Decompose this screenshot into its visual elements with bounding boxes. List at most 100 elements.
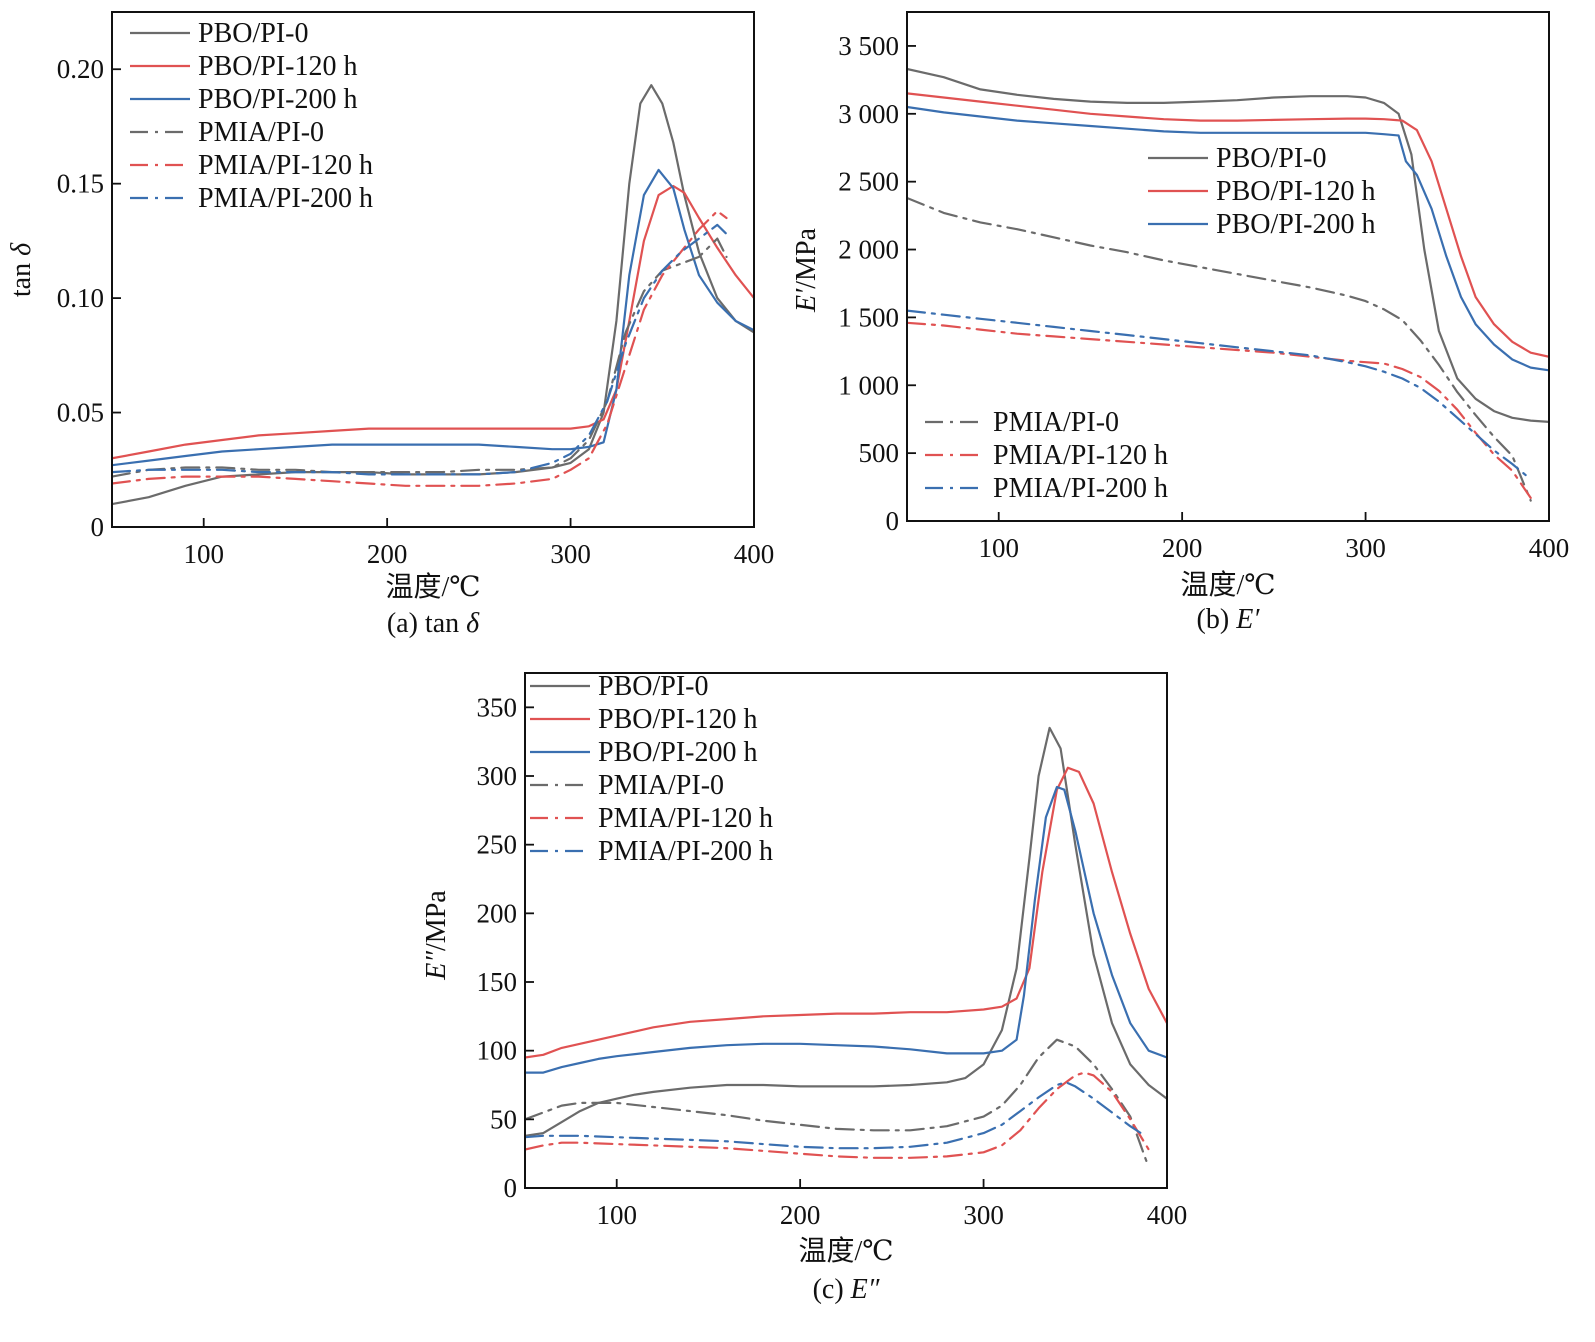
x-tick-label: 400 [1529,533,1570,563]
x-tick-label: 200 [1162,533,1203,563]
series-line-pmia-pi-120-h [525,1071,1150,1159]
chart-b: 100 200 300 400 0 500 1 000 1 500 2 000 2 500 3 00… [791,11,1570,635]
legend-label: PBO/PI-0 [598,671,708,702]
series-line-pmia-pi-120-h [907,321,1532,499]
y-tick-label: 0.15 [57,169,104,199]
caption-symbol: E′ [1235,604,1260,635]
legend-label: PBO/PI-0 [1216,143,1326,174]
series-line-pbo-pi-120-h [525,766,1167,1059]
x-tick-label: 100 [978,533,1019,563]
series-group [112,84,754,506]
y-tick-label: 50 [490,1104,517,1134]
y-tick-label: 350 [477,692,518,722]
x-tick-label: 400 [1147,1200,1188,1230]
series-line-pmia-pi-120-h [112,210,728,487]
legend-label: PBO/PI-200 h [1216,209,1375,240]
y-tick-label: 0.05 [57,398,104,428]
series-line-pmia-pi-0 [907,196,1532,502]
legend-label: PMIA/PI-200 h [598,836,773,867]
legend-label: PBO/PI-120 h [1216,176,1375,207]
series-line-pmia-pi-0 [112,237,728,478]
y-axis-label-symbol: E′ [791,288,822,313]
legend-label: PMIA/PI-0 [198,117,324,148]
series-line-pmia-pi-200-h [907,309,1529,478]
x-tick-label: 300 [550,539,591,569]
x-tick-label: 200 [367,539,408,569]
y-axis-label-suffix: /MPa [791,227,822,288]
series-line-pbo-pi-120-h [907,92,1549,358]
x-axis-label: 温度/℃ [385,571,480,603]
caption-symbol: δ [466,608,480,639]
y-axis-label: tan δ [6,242,37,297]
caption-symbol: E″ [850,1274,880,1305]
chart-caption: (c) E″ [813,1274,880,1305]
legend-label: PMIA/PI-120 h [993,440,1168,471]
series-line-pmia-pi-200-h [112,223,728,476]
series-line-pbo-pi-120-h [112,184,754,460]
y-tick-label: 2 500 [838,167,899,197]
y-axis-label: E″/MPa [421,890,452,981]
y-tick-label: 3 000 [838,99,899,129]
y-tick-label: 2 000 [838,235,899,265]
y-tick-label: 1 000 [838,370,899,400]
caption-prefix: (b) [1197,604,1237,635]
x-tick-label: 100 [183,539,224,569]
y-tick-label: 3 500 [838,31,899,61]
x-tick-label: 300 [1345,533,1386,563]
y-tick-label: 0.10 [57,283,104,313]
plot-frame [111,11,755,528]
legend-label: PBO/PI-0 [198,18,308,49]
chart-c: 100 200 300 400050100150200250300350温度/℃E″/… [421,671,1187,1305]
series-line-pmia-pi-200-h [525,1081,1147,1150]
legend-label: PBO/PI-120 h [598,704,757,735]
series-line-pmia-pi-0 [525,1038,1150,1169]
y-tick-label: 0.20 [57,54,104,84]
y-axis-label-symbol: δ [6,242,37,256]
series-group [907,67,1549,502]
y-tick-label: 150 [477,967,518,997]
y-tick-label: 200 [477,898,518,928]
legend-label: PMIA/PI-120 h [198,150,373,181]
legend-label: PMIA/PI-200 h [198,183,373,214]
y-tick-label: 300 [477,761,518,791]
series-group [525,726,1167,1169]
x-tick-label: 100 [596,1200,637,1230]
y-axis-label-symbol: E″ [421,951,452,981]
series-line-pbo-pi-0 [907,67,1549,423]
chart-caption: (b) E′ [1197,604,1261,635]
legend-label: PBO/PI-200 h [198,84,357,115]
legend-label: PMIA/PI-120 h [598,803,773,834]
y-tick-label: 0 [91,512,105,542]
legend-label: PMIA/PI-200 h [993,473,1168,504]
x-tick-label: 200 [780,1200,821,1230]
series-line-pbo-pi-200-h [907,105,1549,372]
y-axis-label-suffix: /MPa [421,890,452,951]
x-tick-label: 300 [963,1200,1004,1230]
x-axis-label: 温度/℃ [1180,569,1275,601]
legend-label: PBO/PI-120 h [198,51,357,82]
y-axis-label-prefix: tan [6,256,37,297]
x-tick-label: 400 [734,539,775,569]
x-axis-label: 温度/℃ [798,1235,893,1267]
chart-caption: (a) tan δ [387,608,480,639]
y-tick-label: 1 500 [838,302,899,332]
y-tick-label: 0 [886,506,900,536]
y-tick-label: 500 [859,438,900,468]
series-line-pbo-pi-200-h [112,168,754,467]
y-tick-label: 0 [504,1173,518,1203]
series-line-pbo-pi-200-h [525,785,1167,1074]
y-axis-label: E′/MPa [791,227,822,312]
plot-frame [906,11,1550,522]
legend-label: PBO/PI-200 h [598,737,757,768]
plot-frame [524,672,1168,1189]
y-tick-label: 100 [477,1036,518,1066]
caption-prefix: (c) [813,1274,851,1305]
series-line-pbo-pi-0 [525,726,1167,1137]
y-tick-label: 250 [477,830,518,860]
caption-prefix: (a) tan [387,608,466,639]
